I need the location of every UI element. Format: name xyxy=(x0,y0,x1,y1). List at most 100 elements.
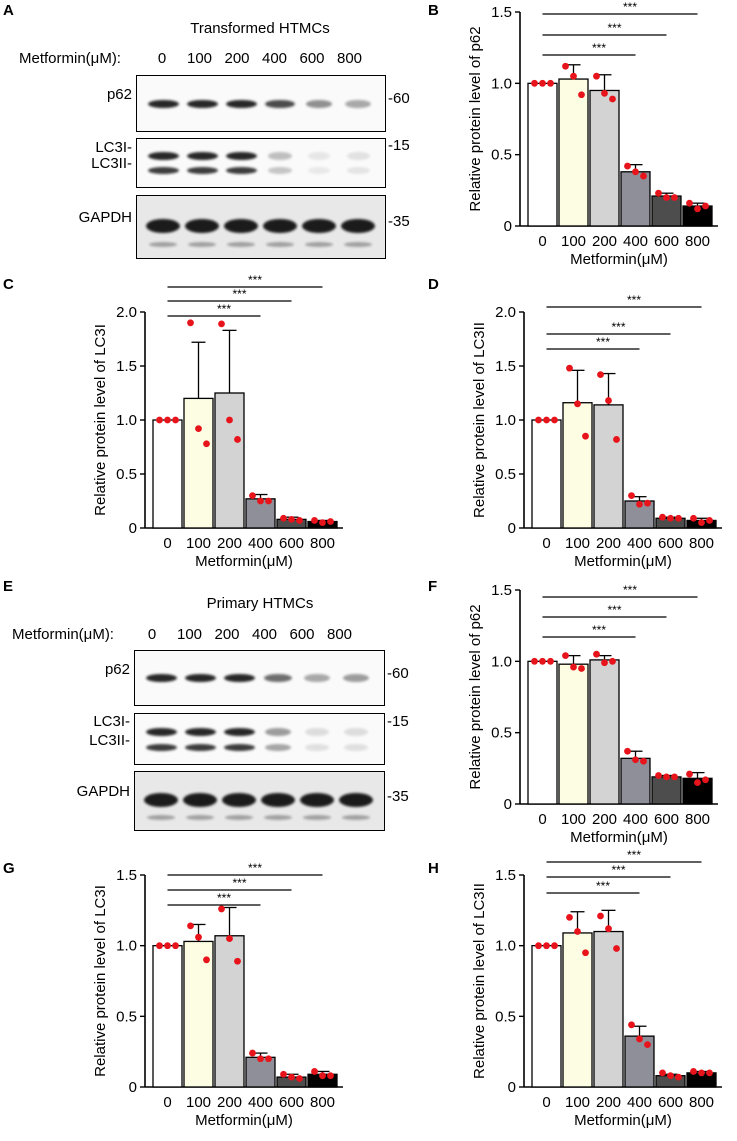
data-point xyxy=(296,517,303,524)
data-point xyxy=(655,772,662,779)
y-axis-label: Relative protein level of p62 xyxy=(467,604,484,789)
significance-label: *** xyxy=(607,603,621,617)
data-point xyxy=(288,515,295,523)
x-tick-label: 0 xyxy=(163,1094,171,1111)
data-point xyxy=(156,416,163,424)
x-axis-label: Metformin(μM) xyxy=(574,553,672,570)
data-point xyxy=(578,91,585,99)
blot-band xyxy=(144,792,178,807)
blot-band xyxy=(186,99,218,108)
blot-a-mw-label: -60 xyxy=(388,90,410,107)
blot-band xyxy=(147,167,179,175)
blot-a-lane-label: 600 xyxy=(299,50,325,67)
y-tick-label: 1.5 xyxy=(491,582,512,599)
data-point xyxy=(327,518,334,525)
x-tick-label: 200 xyxy=(217,535,242,552)
blot-band xyxy=(186,167,218,175)
blot-band xyxy=(225,167,257,175)
blot-band xyxy=(145,728,177,736)
data-point xyxy=(593,72,600,80)
x-tick-label: 600 xyxy=(279,1094,304,1111)
x-tick-label: 600 xyxy=(279,535,304,552)
blot-a-row-label: GAPDH xyxy=(78,209,132,226)
data-point xyxy=(632,756,639,764)
bar xyxy=(593,404,624,529)
data-point xyxy=(562,652,569,660)
data-point xyxy=(574,400,581,408)
data-point xyxy=(280,514,287,522)
blot-a-title: Transformed HTMCs xyxy=(190,20,330,37)
data-point xyxy=(667,1072,674,1080)
blot-band xyxy=(145,743,177,751)
data-point xyxy=(249,1049,256,1057)
x-tick-label: 400 xyxy=(627,1094,652,1111)
data-point xyxy=(280,1070,287,1078)
data-point xyxy=(265,497,272,505)
blot-band xyxy=(147,99,179,108)
blot-band xyxy=(188,241,216,247)
blot-band xyxy=(264,814,292,820)
data-point xyxy=(539,79,546,87)
x-tick-label: 100 xyxy=(561,811,586,828)
data-point xyxy=(156,942,163,950)
data-point xyxy=(547,657,554,665)
data-point xyxy=(319,1072,326,1080)
data-point xyxy=(164,416,171,424)
y-tick-label: 1.5 xyxy=(116,867,137,884)
data-point xyxy=(566,914,573,921)
panel-letter-c: C xyxy=(3,276,14,293)
x-tick-label: 100 xyxy=(186,1094,211,1111)
bar xyxy=(620,171,651,227)
data-point xyxy=(601,659,608,667)
data-point xyxy=(694,779,701,786)
data-point xyxy=(570,72,577,80)
data-point xyxy=(543,942,550,950)
data-point xyxy=(694,205,701,213)
blot-e-row-label: GAPDH xyxy=(76,783,130,800)
blot-band xyxy=(223,743,255,751)
significance-label: *** xyxy=(596,879,610,893)
data-point xyxy=(702,202,709,210)
y-tick-label: 0 xyxy=(508,1079,516,1096)
data-point xyxy=(311,1068,318,1075)
blot-band xyxy=(263,218,297,233)
x-tick-label: 0 xyxy=(538,233,546,250)
x-axis-label: Metformin(μM) xyxy=(195,553,293,570)
blot-band xyxy=(222,792,256,807)
blot-band xyxy=(145,674,177,682)
significance-label: *** xyxy=(627,848,641,862)
data-point xyxy=(172,942,179,950)
data-point xyxy=(311,517,318,524)
blot-e-title: Primary HTMCs xyxy=(206,595,314,612)
significance-label: *** xyxy=(248,861,262,875)
blot-band xyxy=(225,152,257,161)
blot-a-row-label: p62 xyxy=(106,86,132,103)
blot-a-row-1-box xyxy=(136,138,386,188)
blot-band xyxy=(303,814,331,820)
data-point xyxy=(164,942,171,950)
data-point xyxy=(535,942,542,950)
bar xyxy=(620,757,651,805)
blot-band xyxy=(342,814,370,820)
blot-e-row-0-box xyxy=(134,650,385,706)
blot-band xyxy=(223,728,255,736)
data-point xyxy=(659,1069,666,1077)
data-point xyxy=(226,935,233,942)
blot-e-lane-label: 400 xyxy=(251,626,278,643)
data-point xyxy=(288,1073,295,1081)
bar xyxy=(651,776,682,805)
x-tick-label: 600 xyxy=(654,233,679,250)
blot-e-mw-label: -35 xyxy=(387,788,409,805)
blot-e-metformin-label: Metformin(μM): xyxy=(12,626,114,643)
blot-band xyxy=(341,218,375,233)
x-tick-label: 100 xyxy=(565,1094,590,1111)
data-point xyxy=(644,499,651,507)
blot-band xyxy=(185,218,219,233)
x-tick-label: 100 xyxy=(186,535,211,552)
data-point xyxy=(593,650,600,658)
blot-band xyxy=(344,743,368,751)
data-point xyxy=(659,513,666,521)
blot-band xyxy=(261,792,295,807)
blot-band xyxy=(147,152,179,161)
data-point xyxy=(551,942,558,950)
